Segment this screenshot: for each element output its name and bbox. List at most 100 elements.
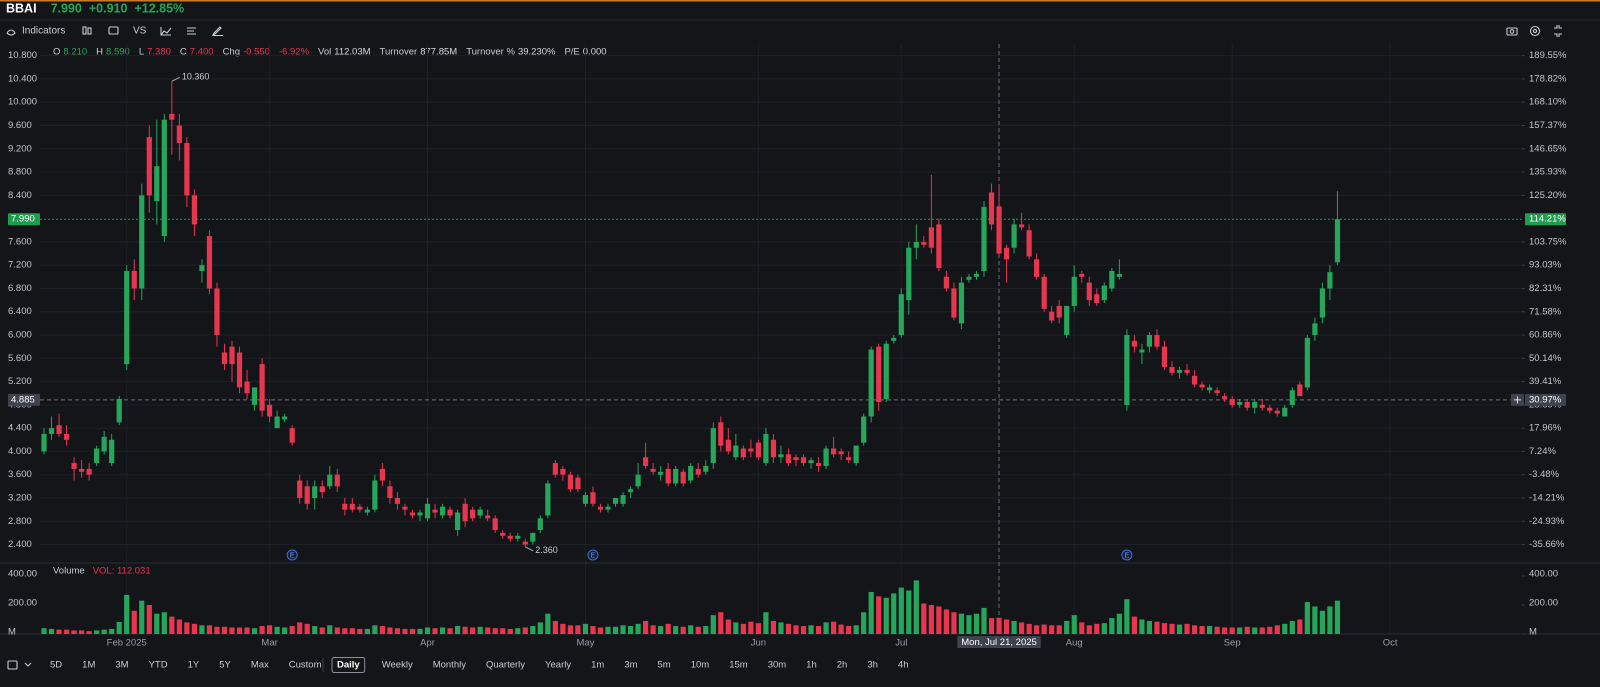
candle-body [650, 468, 656, 472]
candle-body [229, 346, 235, 365]
candle-body [334, 474, 340, 487]
interval-button[interactable]: Quarterly [486, 660, 525, 671]
event-marker[interactable] [286, 549, 298, 561]
settings-button[interactable] [1529, 25, 1541, 37]
indicators-button[interactable] [6, 29, 16, 36]
candle-body [515, 535, 521, 539]
volume-bar [981, 607, 987, 634]
interval-button[interactable]: 1m [591, 660, 604, 671]
readout-value: 112.03M [334, 47, 370, 58]
candle-body [725, 439, 731, 452]
interval-button[interactable]: Weekly [382, 660, 413, 671]
volume-bar [462, 626, 468, 634]
x-tick-label: May [576, 638, 594, 649]
volume-bar [282, 627, 288, 634]
interval-button[interactable]: 1h [806, 660, 817, 671]
chart-type-button[interactable] [82, 26, 92, 35]
event-label[interactable]: E [290, 552, 295, 559]
fullscreen-button[interactable] [1554, 25, 1562, 37]
candle-body [620, 495, 626, 504]
volume-bar [808, 625, 814, 634]
draw-rect-button[interactable] [108, 26, 119, 35]
candle-body [1214, 390, 1220, 394]
y-tick-label: 6.800 [8, 283, 32, 294]
event-label[interactable]: E [591, 552, 596, 559]
candle-body [1064, 305, 1070, 336]
readout-value: -0.550 [243, 47, 270, 58]
interval-button[interactable]: Monthly [433, 660, 467, 671]
volume-bar [1267, 626, 1273, 634]
volume-bar [688, 625, 694, 634]
volume-bar [567, 625, 573, 634]
event-marker[interactable] [1121, 549, 1133, 561]
candle-body [357, 506, 363, 510]
volume-bar [515, 628, 521, 634]
candle-body [289, 428, 295, 443]
x-tick-label: Jun [751, 638, 766, 649]
interval-button[interactable]: Daily [337, 660, 360, 671]
candle-body [876, 346, 882, 402]
candle-body [447, 509, 453, 516]
candle-body [1312, 323, 1318, 336]
draw-button[interactable] [211, 26, 223, 37]
y2-tick-label: 189.55% [1529, 50, 1567, 61]
candle-body [432, 509, 438, 513]
indicators-label[interactable]: Indicators [22, 26, 65, 37]
candle-body [109, 439, 115, 464]
range-button[interactable]: Custom [289, 660, 322, 671]
volume-bar [1191, 625, 1198, 634]
volume-bar [876, 596, 882, 634]
candle-body [184, 142, 190, 196]
x-tick-label: Mar [261, 638, 277, 649]
volume-bar [1049, 625, 1055, 634]
range-button[interactable]: 1M [82, 660, 95, 671]
candle-body [1071, 276, 1077, 306]
candle-body [981, 206, 987, 271]
volume-bar [838, 624, 844, 634]
candle-body [259, 364, 265, 411]
candle-body [1026, 230, 1032, 257]
range-button[interactable]: 3M [115, 660, 128, 671]
range-button[interactable]: 5Y [219, 660, 231, 671]
range-button[interactable]: YTD [149, 660, 168, 671]
interval-button[interactable]: 3h [867, 660, 878, 671]
candle-body [492, 518, 498, 530]
candle-body [1327, 272, 1333, 289]
interval-button[interactable]: 4h [898, 660, 909, 671]
layout-button[interactable] [187, 27, 196, 35]
layout-toggle[interactable] [7, 660, 32, 670]
crosshair-add-icon[interactable] [1514, 396, 1521, 404]
volume-bar [635, 623, 641, 634]
interval-button[interactable]: 5m [658, 660, 671, 671]
volume-bar [1064, 620, 1070, 634]
volume-bar [56, 629, 62, 634]
candle-body [808, 460, 814, 464]
volume-bar [658, 626, 664, 634]
interval-button[interactable]: 15m [729, 660, 748, 671]
compare-label[interactable]: VS [133, 26, 147, 37]
area-button[interactable] [160, 27, 172, 36]
range-button[interactable]: 5D [50, 660, 62, 671]
candle-body [861, 416, 867, 443]
candle-body [417, 512, 423, 516]
volume-bar [417, 628, 423, 634]
candle-body [199, 265, 205, 271]
interval-button[interactable]: 30m [768, 660, 787, 671]
event-label[interactable]: E [1125, 552, 1130, 559]
candle-body [236, 352, 243, 388]
interval-button[interactable]: 2h [837, 660, 848, 671]
interval-button[interactable]: 3m [624, 660, 637, 671]
interval-button[interactable]: 10m [691, 660, 710, 671]
volume-bar [319, 627, 325, 634]
volume-bar [590, 626, 596, 634]
interval-button[interactable]: Yearly [545, 660, 571, 671]
candle-body [680, 471, 686, 484]
screenshot-button[interactable] [1506, 27, 1518, 36]
range-button[interactable]: Max [251, 660, 269, 671]
volume-bar [1252, 627, 1258, 634]
range-button[interactable]: 1Y [188, 660, 200, 671]
volume-bar [447, 628, 453, 634]
volume-bar [304, 623, 310, 634]
volume-bar [1297, 619, 1303, 634]
event-marker[interactable] [587, 549, 599, 561]
